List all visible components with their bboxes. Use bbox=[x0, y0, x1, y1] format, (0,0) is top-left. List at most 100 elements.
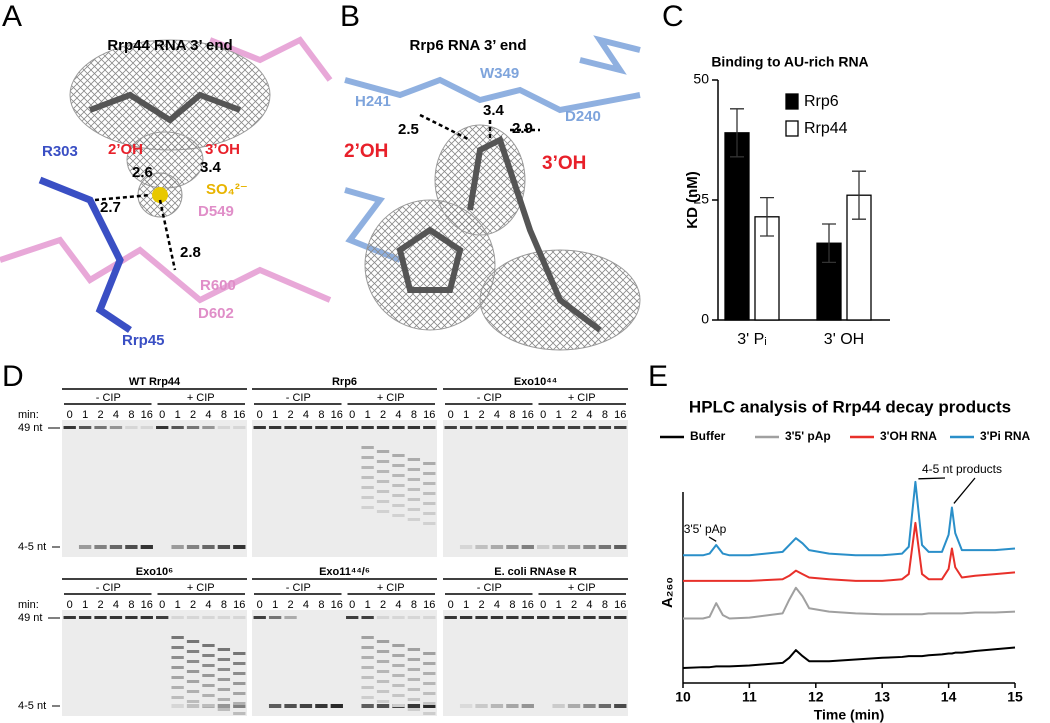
gel-band bbox=[614, 616, 627, 619]
gel-band bbox=[423, 512, 436, 515]
gel-band bbox=[253, 616, 266, 619]
error-bar bbox=[760, 196, 774, 237]
lane-label: 16 bbox=[233, 599, 245, 611]
structure-title: Rrp44 RNA 3’ end bbox=[107, 37, 232, 54]
gel-band bbox=[407, 478, 421, 481]
gel-band bbox=[330, 426, 343, 429]
gel-band bbox=[202, 664, 215, 667]
gel-label: min: bbox=[18, 409, 39, 421]
x-tick-label: 15 bbox=[1007, 689, 1023, 705]
lane-label: 8 bbox=[221, 599, 227, 611]
gel-band bbox=[125, 616, 138, 619]
gel-band bbox=[140, 545, 153, 549]
x-tick-label: 10 bbox=[675, 689, 691, 705]
cip-label: - CIP bbox=[96, 392, 121, 404]
lane-label: 0 bbox=[448, 599, 454, 611]
lane-label: 2 bbox=[380, 599, 386, 611]
legend-swatch bbox=[785, 93, 799, 110]
gel-band bbox=[537, 616, 550, 619]
annotation: 3'5' pAp bbox=[684, 522, 727, 536]
gel-band bbox=[186, 700, 200, 703]
gel-band bbox=[361, 506, 374, 509]
gel bbox=[62, 420, 247, 557]
gel-band bbox=[171, 696, 184, 699]
gel-title: E. coli RNAse R bbox=[494, 566, 577, 578]
gel-band bbox=[392, 644, 405, 647]
gel-band bbox=[392, 654, 405, 657]
gel-band bbox=[376, 480, 390, 483]
gel-band bbox=[125, 545, 138, 549]
gel-band bbox=[217, 668, 231, 671]
gel-band bbox=[506, 616, 519, 619]
lane-label: 4 bbox=[494, 599, 500, 611]
lane-label: 0 bbox=[257, 599, 263, 611]
lane-label: 0 bbox=[159, 599, 165, 611]
gel-band bbox=[171, 616, 184, 619]
gel-band bbox=[233, 682, 246, 685]
gel-band bbox=[423, 616, 436, 619]
gel-band bbox=[423, 712, 436, 715]
lane-label: 4 bbox=[113, 599, 119, 611]
gel-band bbox=[78, 426, 92, 429]
lane-label: 2 bbox=[97, 599, 103, 611]
marker-label: 49 nt bbox=[18, 612, 42, 624]
gel-band bbox=[268, 704, 282, 708]
gel-band bbox=[392, 616, 405, 619]
lane-label: 2 bbox=[190, 599, 196, 611]
gel-band bbox=[392, 484, 405, 487]
lane-label: 8 bbox=[602, 599, 608, 611]
lane-label: 16 bbox=[233, 409, 245, 421]
gel-band bbox=[392, 684, 405, 687]
lane-label: 4 bbox=[395, 409, 401, 421]
lane-label: 16 bbox=[331, 409, 343, 421]
lane-label: 2 bbox=[380, 409, 386, 421]
gel-band bbox=[567, 616, 581, 619]
legend-label: 3'OH RNA bbox=[880, 429, 937, 443]
lane-label: 1 bbox=[272, 599, 278, 611]
lane-label: 1 bbox=[365, 409, 371, 421]
gel-band bbox=[423, 682, 436, 685]
x-tick-label: 3' Pᵢ bbox=[737, 331, 767, 348]
marker-label: 49 nt bbox=[18, 422, 42, 434]
x-tick-label: 11 bbox=[742, 689, 757, 705]
error-bar bbox=[822, 223, 836, 264]
gel-band bbox=[171, 676, 184, 679]
line-trace bbox=[682, 646, 1016, 670]
structure-label: 3’OH bbox=[205, 141, 240, 158]
lane-label: 8 bbox=[318, 599, 324, 611]
gel-band bbox=[361, 646, 374, 649]
gel-band bbox=[423, 652, 436, 655]
lane-label: 2 bbox=[287, 599, 293, 611]
y-tick-label: 25 bbox=[693, 191, 709, 207]
structure-label: R600 bbox=[200, 277, 236, 294]
gel bbox=[62, 610, 247, 716]
gel-band bbox=[407, 708, 421, 711]
gel-band bbox=[233, 692, 246, 695]
gel-band bbox=[423, 492, 436, 495]
cip-label: - CIP bbox=[286, 392, 311, 404]
gel-band bbox=[376, 426, 390, 429]
lane-label: 16 bbox=[522, 599, 534, 611]
lane-label: 1 bbox=[556, 599, 562, 611]
gel-band bbox=[407, 648, 421, 651]
gel-band bbox=[78, 545, 92, 549]
gel-band bbox=[202, 654, 215, 657]
gel-band bbox=[233, 426, 246, 429]
gel-band bbox=[171, 646, 184, 649]
legend-label: Rrp44 bbox=[804, 120, 848, 137]
gel-band bbox=[186, 670, 200, 673]
gel-band bbox=[186, 660, 200, 663]
gel bbox=[252, 420, 437, 557]
gel-band bbox=[407, 468, 421, 471]
panel-letter: A bbox=[2, 0, 22, 33]
gel-band bbox=[614, 426, 627, 429]
gel-band bbox=[217, 648, 231, 651]
structure-label: Rrp45 bbox=[122, 332, 165, 349]
gel-band bbox=[253, 426, 266, 429]
gel-band bbox=[376, 460, 390, 463]
gel-band bbox=[361, 636, 374, 639]
gel-band bbox=[423, 462, 436, 465]
gel-band bbox=[94, 545, 107, 549]
structure-label: 2’OH bbox=[108, 141, 143, 158]
gel-band bbox=[376, 450, 390, 453]
